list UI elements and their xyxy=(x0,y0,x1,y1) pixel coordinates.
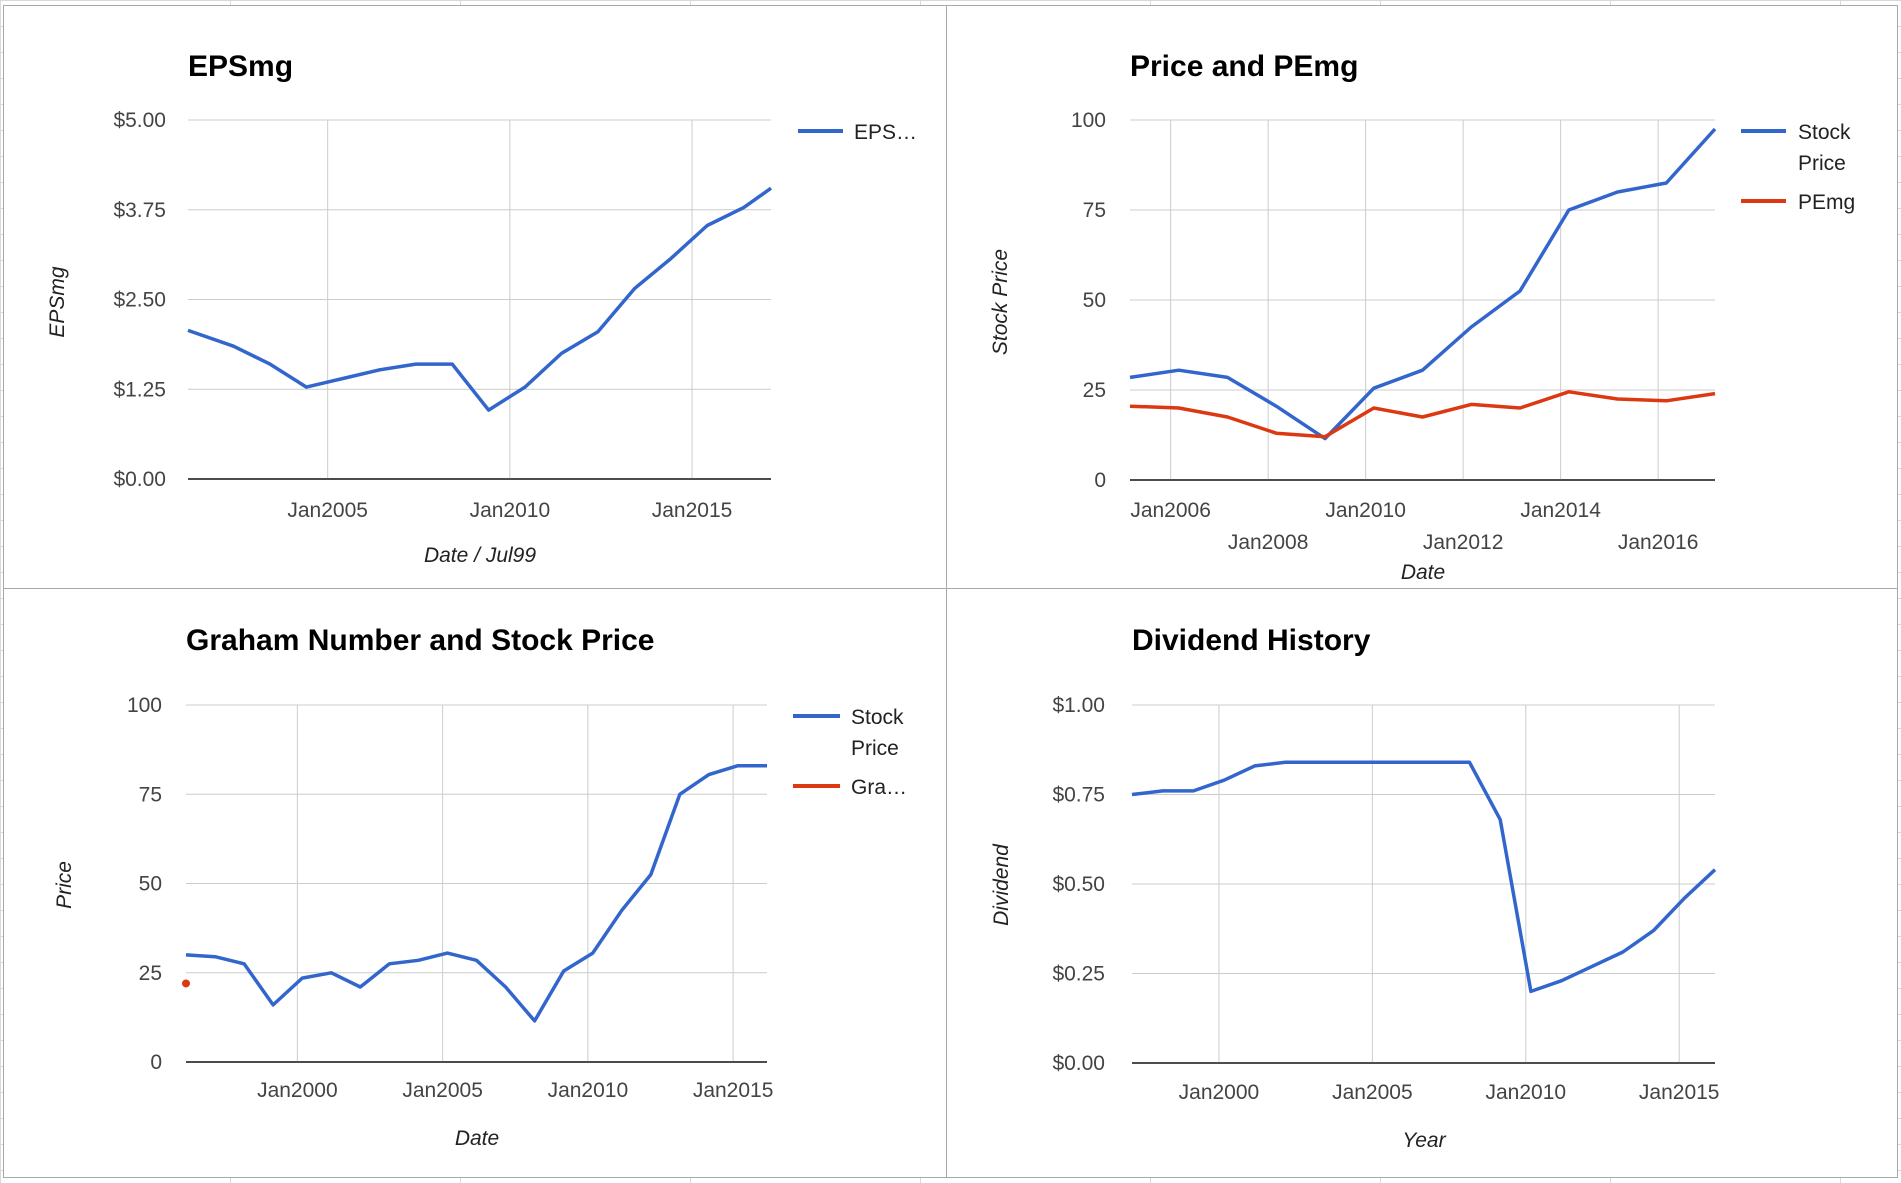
x-tick-labels: Jan2000 Jan2005 Jan2010 Jan2015 xyxy=(257,1079,773,1102)
legend: Stock Price PEmg xyxy=(1741,121,1855,214)
y-tick-label: $0.00 xyxy=(113,468,166,491)
eps-chart-panel[interactable]: EPSmg $0.00 $1.25 $2.50 $3.75 $5.00 Jan2005 J… xyxy=(3,5,949,589)
y-axis-title: Price xyxy=(53,861,76,909)
gridlines xyxy=(1132,704,1715,1064)
legend-label-eps: EPS… xyxy=(854,121,917,144)
legend-label-line: Price xyxy=(851,737,899,760)
x-tick-label: Jan2015 xyxy=(652,499,733,522)
y-tick-label: 0 xyxy=(150,1051,162,1074)
x-tick-labels: Jan2006 Jan2010 Jan2014 Jan2008 Jan2012 Jan20… xyxy=(1130,499,1698,554)
y-tick-label: 100 xyxy=(1071,109,1106,132)
x-tick-label: Jan2012 xyxy=(1423,531,1504,554)
dividend-chart-svg: Dividend History $0.00 $0.25 $0.50 $0.75 $1.… xyxy=(990,624,1720,1152)
legend-label-line: Stock xyxy=(1798,121,1851,144)
x-tick-label: Jan2010 xyxy=(548,1079,629,1102)
y-tick-label: 75 xyxy=(139,783,162,806)
x-tick-labels: Jan2000 Jan2005 Jan2010 Jan2015 xyxy=(1179,1081,1720,1104)
y-tick-label: $1.00 xyxy=(1052,694,1105,717)
y-tick-labels: 0 25 50 75 100 xyxy=(127,694,162,1074)
y-tick-label: $0.75 xyxy=(1052,784,1105,807)
legend-label-stock-price: Stock Price xyxy=(851,706,904,760)
price-pemg-chart-panel[interactable]: Price and PEmg 0 25 50 75 100 Jan2006 Jan2010… xyxy=(946,5,1898,589)
y-tick-label: 50 xyxy=(139,873,162,896)
gridlines xyxy=(1130,119,1715,481)
y-axis-title: Stock Price xyxy=(989,249,1012,355)
y-tick-label: $0.00 xyxy=(1052,1052,1105,1075)
x-tick-label: Jan2008 xyxy=(1228,531,1309,554)
chart-title: Price and PEmg xyxy=(1130,50,1358,83)
x-tick-label: Jan2005 xyxy=(287,499,368,522)
dividend-chart-panel[interactable]: Dividend History $0.00 $0.25 $0.50 $0.75 $1.… xyxy=(946,588,1898,1178)
y-axis-title: EPSmg xyxy=(46,266,69,338)
y-tick-labels: $0.00 $0.25 $0.50 $0.75 $1.00 xyxy=(1052,694,1105,1075)
x-tick-label: Jan2016 xyxy=(1618,531,1699,554)
legend: Stock Price Gra… xyxy=(793,706,907,799)
x-tick-labels: Jan2005 Jan2010 Jan2015 xyxy=(287,499,732,522)
x-tick-label: Jan2015 xyxy=(1639,1081,1720,1104)
x-axis-title: Date / Jul99 xyxy=(424,544,536,567)
chart-title: Dividend History xyxy=(1132,624,1371,657)
legend-label-stock-price: Stock Price xyxy=(1798,121,1851,175)
x-tick-label: Jan2006 xyxy=(1130,499,1211,522)
y-tick-label: 0 xyxy=(1094,469,1106,492)
graham-chart-panel[interactable]: Graham Number and Stock Price 0 25 50 75 100… xyxy=(3,588,949,1178)
series-point xyxy=(182,979,190,988)
series-line xyxy=(1131,760,1717,994)
x-axis-title: Year xyxy=(1402,1129,1446,1152)
legend-label-pemg: PEmg xyxy=(1798,191,1855,214)
chart-title: Graham Number and Stock Price xyxy=(186,624,655,657)
series-line xyxy=(1129,127,1717,441)
graham-chart-svg: Graham Number and Stock Price 0 25 50 75 100… xyxy=(53,624,907,1150)
series-lines xyxy=(1129,127,1717,441)
y-tick-label: 100 xyxy=(127,694,162,717)
y-tick-label: $3.75 xyxy=(113,199,166,222)
x-axis-title: Date xyxy=(455,1127,499,1150)
x-tick-label: Jan2000 xyxy=(1179,1081,1260,1104)
series-lines xyxy=(182,763,768,1023)
eps-chart-svg: EPSmg $0.00$1.25$2.50$3.75$5.00 Jan2005 J… xyxy=(46,50,917,567)
x-tick-label: Jan2015 xyxy=(693,1079,774,1102)
y-tick-label: $2.50 xyxy=(113,289,166,312)
legend: EPS… xyxy=(798,121,917,144)
gridlines xyxy=(188,119,771,480)
legend-label-line: Price xyxy=(1798,152,1846,175)
series-lines xyxy=(1131,760,1717,994)
series-line xyxy=(1129,390,1716,439)
y-tick-label: 25 xyxy=(1083,379,1106,402)
y-tick-label: 75 xyxy=(1083,199,1106,222)
x-tick-label: Jan2010 xyxy=(1325,499,1406,522)
legend-label-graham: Gra… xyxy=(851,776,907,799)
x-tick-label: Jan2010 xyxy=(1485,1081,1566,1104)
x-axis-title: Date xyxy=(1401,561,1445,584)
chart-title: EPSmg xyxy=(188,50,293,83)
y-tick-label: 25 xyxy=(139,962,162,985)
x-tick-label: Jan2010 xyxy=(470,499,551,522)
series-lines xyxy=(187,186,773,412)
price-pemg-chart-svg: Price and PEmg 0 25 50 75 100 Jan2006 Jan2010… xyxy=(989,50,1855,584)
x-tick-label: Jan2000 xyxy=(257,1079,338,1102)
y-tick-label: $0.25 xyxy=(1052,963,1105,986)
y-tick-label: $5.00 xyxy=(113,109,166,132)
y-tick-labels: $0.00 $1.25 $2.50 $3.75 $5.00 xyxy=(113,109,166,491)
x-tick-label: Jan2005 xyxy=(1332,1081,1413,1104)
legend-label-line: Stock xyxy=(851,706,904,729)
y-axis-title: Dividend xyxy=(990,843,1013,926)
x-tick-label: Jan2005 xyxy=(402,1079,483,1102)
y-tick-label: 50 xyxy=(1083,289,1106,312)
y-tick-label: $0.50 xyxy=(1052,873,1105,896)
x-tick-label: Jan2014 xyxy=(1520,499,1601,522)
y-tick-labels: 0 25 50 75 100 xyxy=(1071,109,1106,492)
series-line xyxy=(185,763,767,1023)
gridlines xyxy=(186,704,767,1063)
y-tick-label: $1.25 xyxy=(113,378,166,401)
